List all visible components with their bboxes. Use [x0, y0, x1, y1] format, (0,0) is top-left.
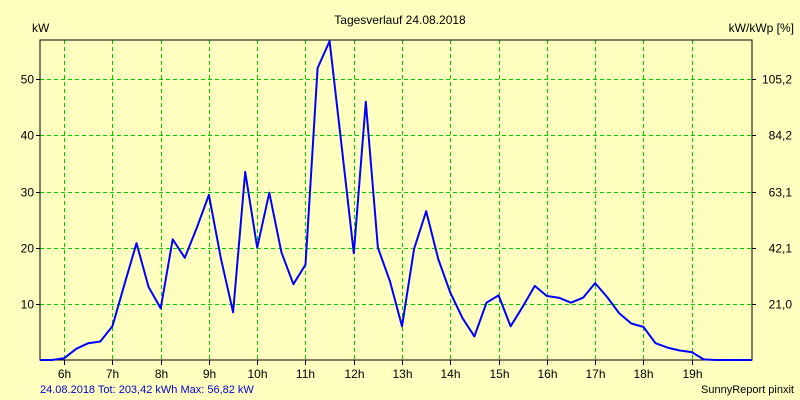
- footer-credit: SunnyReport pinxit: [701, 384, 794, 396]
- x-tick-label: 19h: [682, 367, 702, 381]
- x-tick-label: 18h: [633, 367, 653, 381]
- x-axis-labels: 6h 7h 8h 9h 10h 11h 12h 13h 14h 15h 16h 17h 18h 19h: [58, 367, 703, 381]
- y-tick-label-left: 10: [21, 298, 35, 312]
- series-line: [40, 40, 752, 361]
- y-tick-label-left: 40: [21, 129, 35, 143]
- y-tick-label-left: 30: [21, 186, 35, 200]
- y-axis-right-labels: 21,0 42,1 63,1 84,2 105,2: [762, 73, 792, 312]
- y-axis-right-title: kW/kWp [%]: [729, 21, 794, 35]
- plot-frame: [39, 39, 753, 361]
- y-tick-label-right: 84,2: [769, 129, 793, 143]
- y-tick-label-left: 20: [21, 242, 35, 256]
- x-tick-label: 6h: [58, 367, 71, 381]
- x-tick-label: 9h: [203, 367, 216, 381]
- y-tick-label-right: 42,1: [769, 242, 793, 256]
- x-tick-label: 14h: [440, 367, 460, 381]
- y-axis-left-labels: 10 20 30 40 50: [21, 73, 35, 312]
- x-tick-label: 13h: [392, 367, 412, 381]
- footer-summary: 24.08.2018 Tot: 203,42 kWh Max: 56,82 kW: [40, 384, 254, 396]
- y-axis-left-title: kW: [32, 21, 50, 35]
- x-tick-label: 8h: [155, 367, 168, 381]
- x-tick-label: 17h: [585, 367, 605, 381]
- y-tick-label-right: 63,1: [769, 186, 793, 200]
- chart-title: Tagesverlauf 24.08.2018: [334, 13, 466, 27]
- x-tick-label: 12h: [344, 367, 364, 381]
- y-tick-label-left: 50: [21, 73, 35, 87]
- y-tick-label-right: 105,2: [762, 73, 792, 87]
- y-tick-label-right: 21,0: [769, 298, 793, 312]
- x-tick-label: 15h: [489, 367, 509, 381]
- x-tick-label: 10h: [247, 367, 267, 381]
- x-tick-label: 16h: [537, 367, 557, 381]
- x-tick-label: 11h: [296, 367, 315, 381]
- axis-ticks: [36, 79, 756, 365]
- x-tick-label: 7h: [106, 367, 119, 381]
